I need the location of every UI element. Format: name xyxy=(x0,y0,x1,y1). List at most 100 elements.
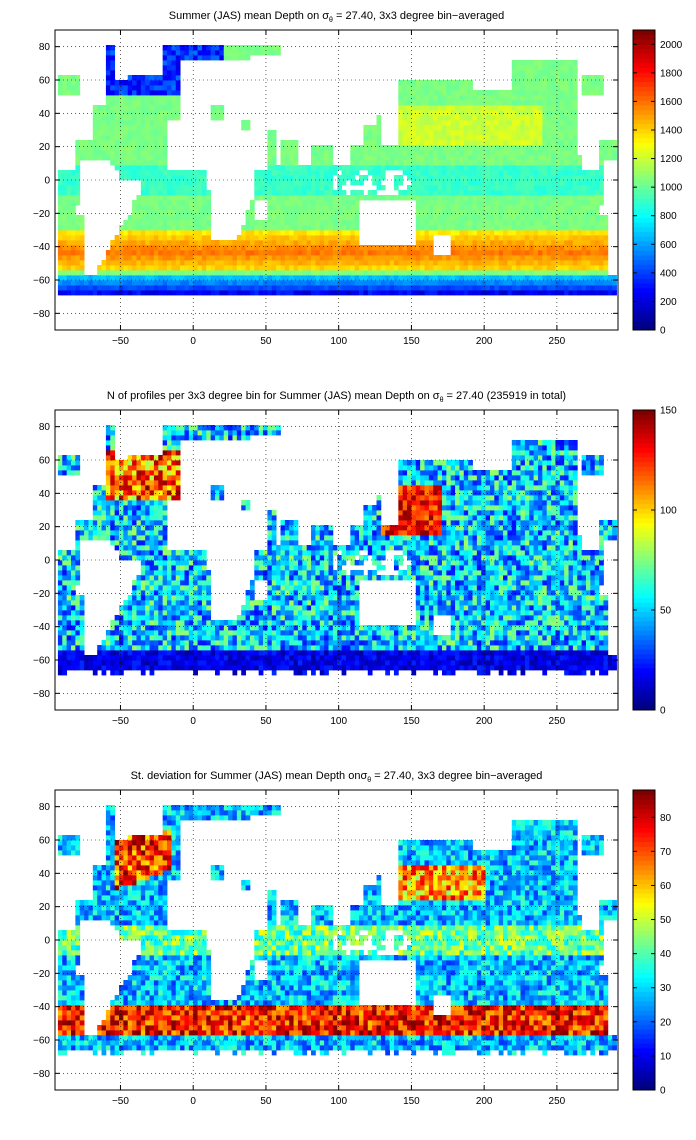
heatmap-cell xyxy=(581,270,587,276)
heatmap-cell xyxy=(140,575,146,581)
heatmap-cell xyxy=(105,535,111,541)
heatmap-cell xyxy=(481,285,487,291)
heatmap-cell xyxy=(337,205,342,211)
heatmap-cell xyxy=(459,95,465,101)
heatmap-cell xyxy=(372,165,377,171)
heatmap-cell xyxy=(568,155,574,161)
heatmap-cell xyxy=(489,215,495,221)
heatmap-cell xyxy=(559,205,565,211)
heatmap-cell xyxy=(123,600,129,606)
heatmap-cell xyxy=(555,185,561,191)
heatmap-cell xyxy=(603,275,609,281)
heatmap-cell xyxy=(175,245,181,251)
heatmap-cell xyxy=(511,190,517,196)
heatmap-cell xyxy=(162,585,168,591)
heatmap-cell xyxy=(188,270,194,276)
heatmap-cell xyxy=(232,280,238,286)
heatmap-cell xyxy=(577,175,583,181)
heatmap-cell xyxy=(66,90,72,96)
heatmap-cell xyxy=(136,610,142,616)
heatmap-cell xyxy=(529,65,535,71)
heatmap-cell xyxy=(136,225,142,231)
heatmap-cell xyxy=(280,190,286,196)
heatmap-cell xyxy=(97,145,102,151)
heatmap-cell xyxy=(267,245,273,251)
heatmap-cell xyxy=(459,240,465,246)
heatmap-cell xyxy=(167,65,172,71)
heatmap-cell xyxy=(241,275,246,281)
heatmap-cell xyxy=(158,650,164,656)
heatmap-cell xyxy=(62,625,68,631)
heatmap-cell xyxy=(450,105,456,111)
y-tick-label: −80 xyxy=(33,309,50,320)
heatmap-cell xyxy=(75,150,81,156)
heatmap-cell xyxy=(114,125,120,131)
heatmap-cell xyxy=(71,265,76,271)
heatmap-cell xyxy=(433,255,438,261)
heatmap-cell xyxy=(149,230,155,236)
heatmap-cell xyxy=(324,210,329,216)
heatmap-cell xyxy=(398,245,404,251)
heatmap-cell xyxy=(297,215,303,221)
heatmap-cell xyxy=(57,595,63,601)
heatmap-cell xyxy=(127,525,133,531)
heatmap-cell xyxy=(498,130,504,136)
heatmap-cell xyxy=(455,185,460,191)
heatmap-cell xyxy=(476,230,482,236)
heatmap-cell xyxy=(472,170,478,176)
heatmap-cell xyxy=(337,190,342,196)
heatmap-cell xyxy=(62,240,68,246)
heatmap-cell xyxy=(485,280,491,286)
heatmap-cell xyxy=(463,175,469,181)
heatmap-cell xyxy=(529,145,535,151)
heatmap-cell xyxy=(581,260,587,266)
heatmap-cell xyxy=(380,175,386,181)
heatmap-cell xyxy=(158,95,164,101)
heatmap-cell xyxy=(516,240,521,246)
heatmap-cell xyxy=(193,265,198,271)
heatmap-cell xyxy=(123,80,129,86)
heatmap-cell xyxy=(158,260,164,266)
heatmap-cell xyxy=(153,195,159,201)
heatmap-cell xyxy=(263,235,268,241)
heatmap-cell xyxy=(184,225,190,231)
heatmap-cell xyxy=(145,545,150,551)
heatmap-cell xyxy=(79,140,85,146)
heatmap-cell xyxy=(546,210,552,216)
heatmap-cell xyxy=(75,225,81,231)
heatmap-cell xyxy=(136,265,142,271)
heatmap-cell xyxy=(441,160,447,166)
heatmap-cell xyxy=(119,530,124,536)
heatmap-cell xyxy=(315,260,321,266)
heatmap-cell xyxy=(441,135,447,141)
heatmap-cell xyxy=(520,65,526,71)
heatmap-cell xyxy=(520,115,526,121)
heatmap-cell xyxy=(529,160,535,166)
heatmap-cell xyxy=(136,515,142,521)
colorbar-segment xyxy=(633,76,655,83)
heatmap-cell xyxy=(293,255,299,261)
heatmap-cell xyxy=(175,60,181,66)
heatmap-cell xyxy=(407,165,412,171)
heatmap-cell xyxy=(127,495,133,501)
heatmap-cell xyxy=(158,130,164,136)
heatmap-cell xyxy=(577,220,583,226)
heatmap-cell xyxy=(319,220,325,226)
heatmap-cell xyxy=(472,290,478,296)
heatmap-cell xyxy=(441,155,447,161)
heatmap-cell xyxy=(455,160,460,166)
heatmap-cell xyxy=(236,290,242,296)
heatmap-cell xyxy=(441,150,447,156)
heatmap-cell xyxy=(197,245,203,251)
heatmap-cell xyxy=(459,205,465,211)
heatmap-cell xyxy=(402,155,408,161)
heatmap-cell xyxy=(71,580,76,586)
heatmap-cell xyxy=(267,250,273,256)
heatmap-cell xyxy=(411,175,417,181)
heatmap-cell xyxy=(494,270,500,276)
heatmap-cell xyxy=(249,255,255,261)
heatmap-cell xyxy=(105,90,111,96)
heatmap-cell xyxy=(62,225,68,231)
y-tick-label: 0 xyxy=(44,176,50,187)
heatmap-cell xyxy=(84,535,89,541)
